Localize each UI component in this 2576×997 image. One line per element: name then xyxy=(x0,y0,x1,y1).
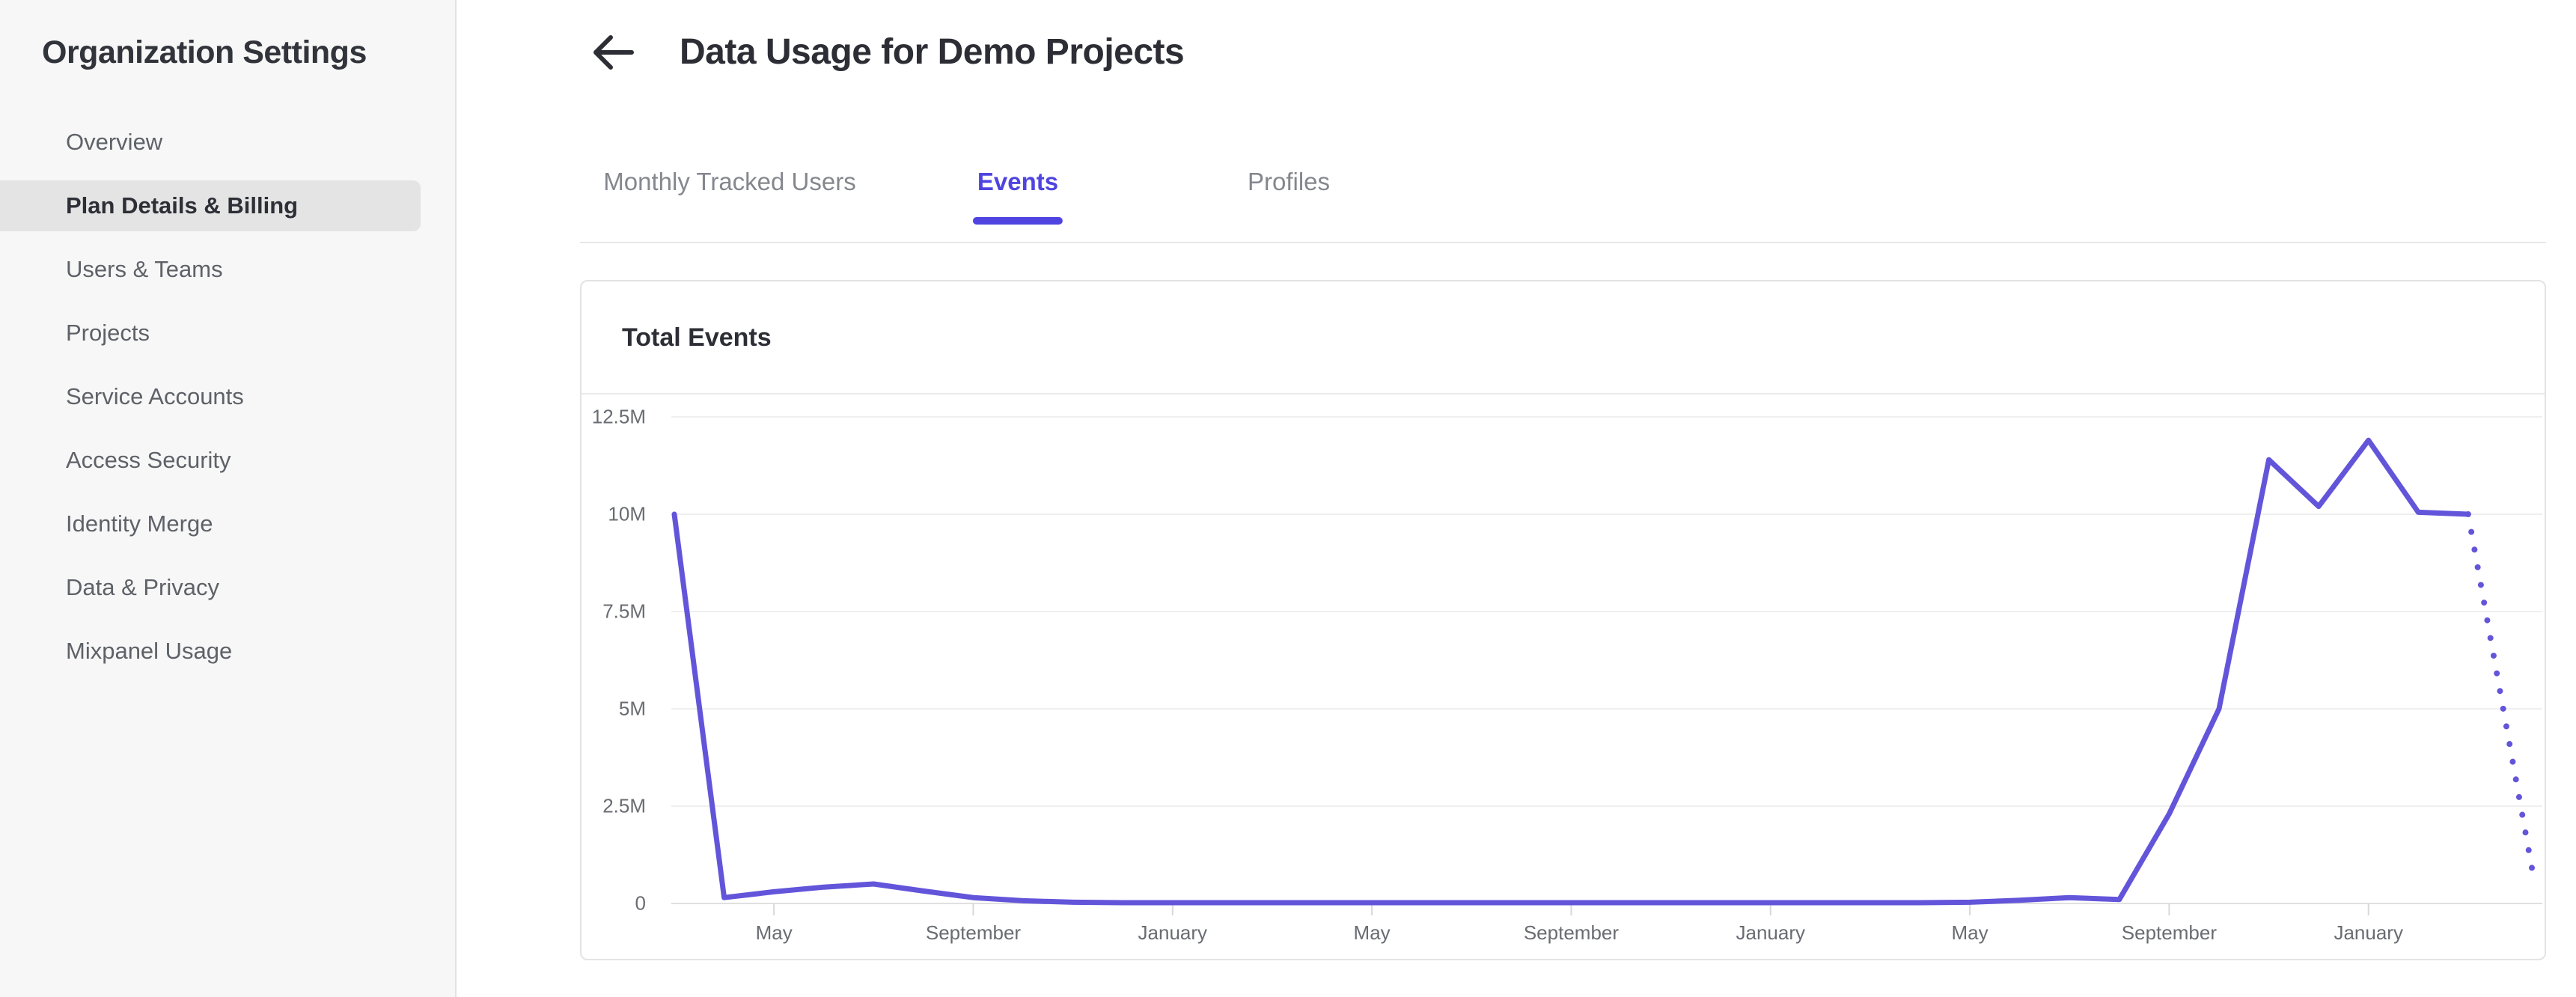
left-arrow-icon xyxy=(593,35,634,70)
x-axis-label: September xyxy=(2121,921,2217,944)
sidebar-item-overview[interactable]: Overview xyxy=(66,129,163,155)
sidebar-item-data-privacy[interactable]: Data & Privacy xyxy=(66,574,220,600)
tab-profiles[interactable]: Profiles xyxy=(1247,168,1331,195)
x-axis-label: September xyxy=(925,921,1022,944)
projected-events-dotted-line xyxy=(2464,511,2538,885)
x-axis-label: January xyxy=(2334,921,2403,944)
sidebar-title: Organization Settings xyxy=(42,34,367,70)
card-title: Total Events xyxy=(622,323,772,352)
sidebar-item-projects[interactable]: Projects xyxy=(66,320,150,346)
sidebar-item-access-security[interactable]: Access Security xyxy=(66,447,231,473)
x-axis-label: January xyxy=(1138,921,1208,944)
sidebar-item-mixpanel-usage[interactable]: Mixpanel Usage xyxy=(66,638,233,664)
x-axis-label: May xyxy=(1951,921,1989,944)
sidebar-item-service-accounts[interactable]: Service Accounts xyxy=(66,383,244,409)
sidebar: Organization Settings Overview Plan Detai… xyxy=(0,0,457,997)
total-events-card: Total Events 12.5M 10M 7.5M 5M 2.5M 0 May Septe… xyxy=(580,280,2546,960)
sidebar-item-users-teams[interactable]: Users & Teams xyxy=(66,256,223,282)
tab-monthly-tracked-users[interactable]: Monthly Tracked Users xyxy=(603,168,856,195)
tab-events[interactable]: Events xyxy=(972,168,1063,235)
sidebar-item-identity-merge[interactable]: Identity Merge xyxy=(66,510,213,537)
page-header: Data Usage for Demo Projects xyxy=(457,0,2576,97)
tab-bar: Monthly Tracked Users Events Profiles xyxy=(580,135,2546,243)
x-axis-label: May xyxy=(1353,921,1391,944)
y-axis-label: 0 xyxy=(635,891,646,915)
y-axis-label: 7.5M xyxy=(602,600,646,623)
y-axis-label: 2.5M xyxy=(602,794,646,817)
sidebar-nav: Overview Plan Details & Billing Users & Te… xyxy=(0,117,457,689)
x-axis-label: May xyxy=(755,921,793,944)
y-axis-label: 12.5M xyxy=(591,405,646,428)
x-axis-label: September xyxy=(1523,921,1620,944)
y-axis-label: 10M xyxy=(608,502,646,525)
y-axis-label: 5M xyxy=(618,697,646,720)
page-title: Data Usage for Demo Projects xyxy=(680,32,1185,72)
total-events-line xyxy=(671,437,2471,906)
back-button[interactable] xyxy=(588,28,638,76)
sidebar-item-plan-details-billing[interactable]: Plan Details & Billing xyxy=(0,180,421,231)
chart-plot-area xyxy=(671,416,2542,915)
x-axis-label: January xyxy=(1736,921,1806,944)
total-events-chart[interactable]: 12.5M 10M 7.5M 5M 2.5M 0 May September January Ma… xyxy=(582,396,2545,959)
card-header: Total Events xyxy=(582,281,2545,394)
